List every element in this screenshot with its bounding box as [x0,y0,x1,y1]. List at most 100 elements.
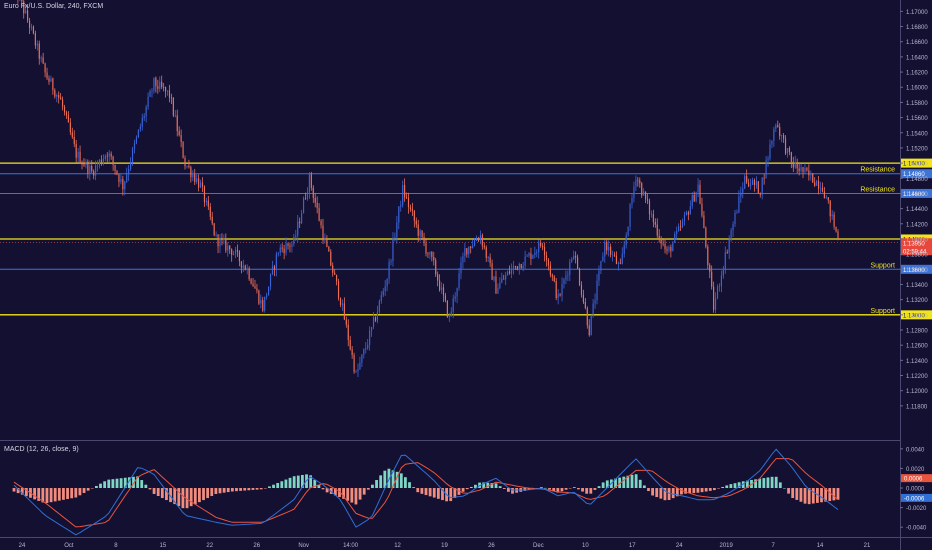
candle[interactable] [326,235,328,248]
candle[interactable] [641,181,643,199]
candle[interactable] [763,173,765,185]
candle[interactable] [291,241,293,253]
candle[interactable] [650,210,653,218]
candle[interactable] [345,316,347,328]
candle[interactable] [487,255,489,262]
candle[interactable] [429,251,431,260]
candle[interactable] [318,203,320,222]
candle[interactable] [645,191,647,204]
candle[interactable] [751,177,754,185]
candle[interactable] [442,283,445,303]
candle[interactable] [456,287,458,304]
candle[interactable] [359,356,361,371]
candle[interactable] [120,174,122,185]
candle[interactable] [258,289,260,306]
candle[interactable] [771,140,773,149]
candle[interactable] [293,233,295,247]
candle[interactable] [637,177,639,187]
candle[interactable] [483,242,485,250]
candle[interactable] [266,292,268,300]
candle[interactable] [526,254,528,257]
candle[interactable] [586,306,588,329]
candle[interactable] [798,163,800,176]
candle[interactable] [573,250,575,260]
macd-line[interactable] [13,448,839,536]
candle[interactable] [394,232,396,242]
candle[interactable] [814,177,816,187]
candle[interactable] [656,218,658,238]
candle[interactable] [777,120,779,128]
candle[interactable] [69,118,71,136]
candle[interactable] [262,296,264,313]
candle[interactable] [829,200,831,223]
candle[interactable] [203,185,206,207]
candle[interactable] [229,245,231,254]
candle[interactable] [419,228,421,242]
candle[interactable] [796,158,798,174]
candle[interactable] [765,156,767,179]
candle[interactable] [299,217,301,229]
candle[interactable] [831,209,833,220]
candle[interactable] [678,223,680,232]
candle[interactable] [341,299,344,311]
candle[interactable] [118,173,120,188]
candle[interactable] [415,217,417,228]
candle[interactable] [246,264,248,275]
candle[interactable] [283,244,285,260]
candle[interactable] [781,134,783,143]
candle[interactable] [106,152,108,163]
candle[interactable] [837,229,839,241]
candle[interactable] [617,261,619,271]
candle[interactable] [301,209,303,225]
candle[interactable] [36,40,38,51]
candle[interactable] [718,283,721,292]
candle[interactable] [386,278,388,292]
candle[interactable] [27,5,29,23]
candle[interactable] [205,197,207,206]
candle[interactable] [332,262,334,277]
candle[interactable] [680,220,682,232]
candle[interactable] [87,159,89,179]
candle[interactable] [217,233,219,254]
candle[interactable] [598,265,600,287]
candle[interactable] [600,260,602,274]
candle[interactable] [108,150,110,162]
candle[interactable] [250,277,252,285]
candle[interactable] [149,89,151,97]
candle[interactable] [520,263,522,269]
candle[interactable] [821,182,824,193]
candle[interactable] [578,267,581,287]
candle[interactable] [28,17,31,34]
candle[interactable] [518,262,520,275]
candle[interactable] [221,233,223,246]
candle[interactable] [707,244,709,270]
candle[interactable] [165,86,167,98]
candle[interactable] [639,177,641,188]
candle[interactable] [485,245,487,262]
candle[interactable] [336,274,338,286]
candle[interactable] [207,195,209,210]
candle[interactable] [835,226,837,233]
candle[interactable] [32,25,35,35]
candle[interactable] [468,246,470,259]
candle[interactable] [542,242,544,251]
candle[interactable] [810,170,812,181]
candle[interactable] [431,251,433,262]
candle[interactable] [561,277,563,302]
candle[interactable] [357,363,359,378]
candle[interactable] [227,242,229,257]
candle[interactable] [697,178,699,198]
candle[interactable] [40,55,42,63]
candle[interactable] [353,352,355,374]
candle[interactable] [503,274,505,280]
candle[interactable] [804,163,806,174]
candle[interactable] [285,237,287,256]
candle[interactable] [516,266,518,271]
candle[interactable] [168,84,171,103]
candle[interactable] [615,251,618,265]
candle[interactable] [400,200,402,212]
candle[interactable] [435,257,437,277]
candle[interactable] [71,127,73,139]
candle[interactable] [646,193,649,205]
candle[interactable] [277,252,279,257]
